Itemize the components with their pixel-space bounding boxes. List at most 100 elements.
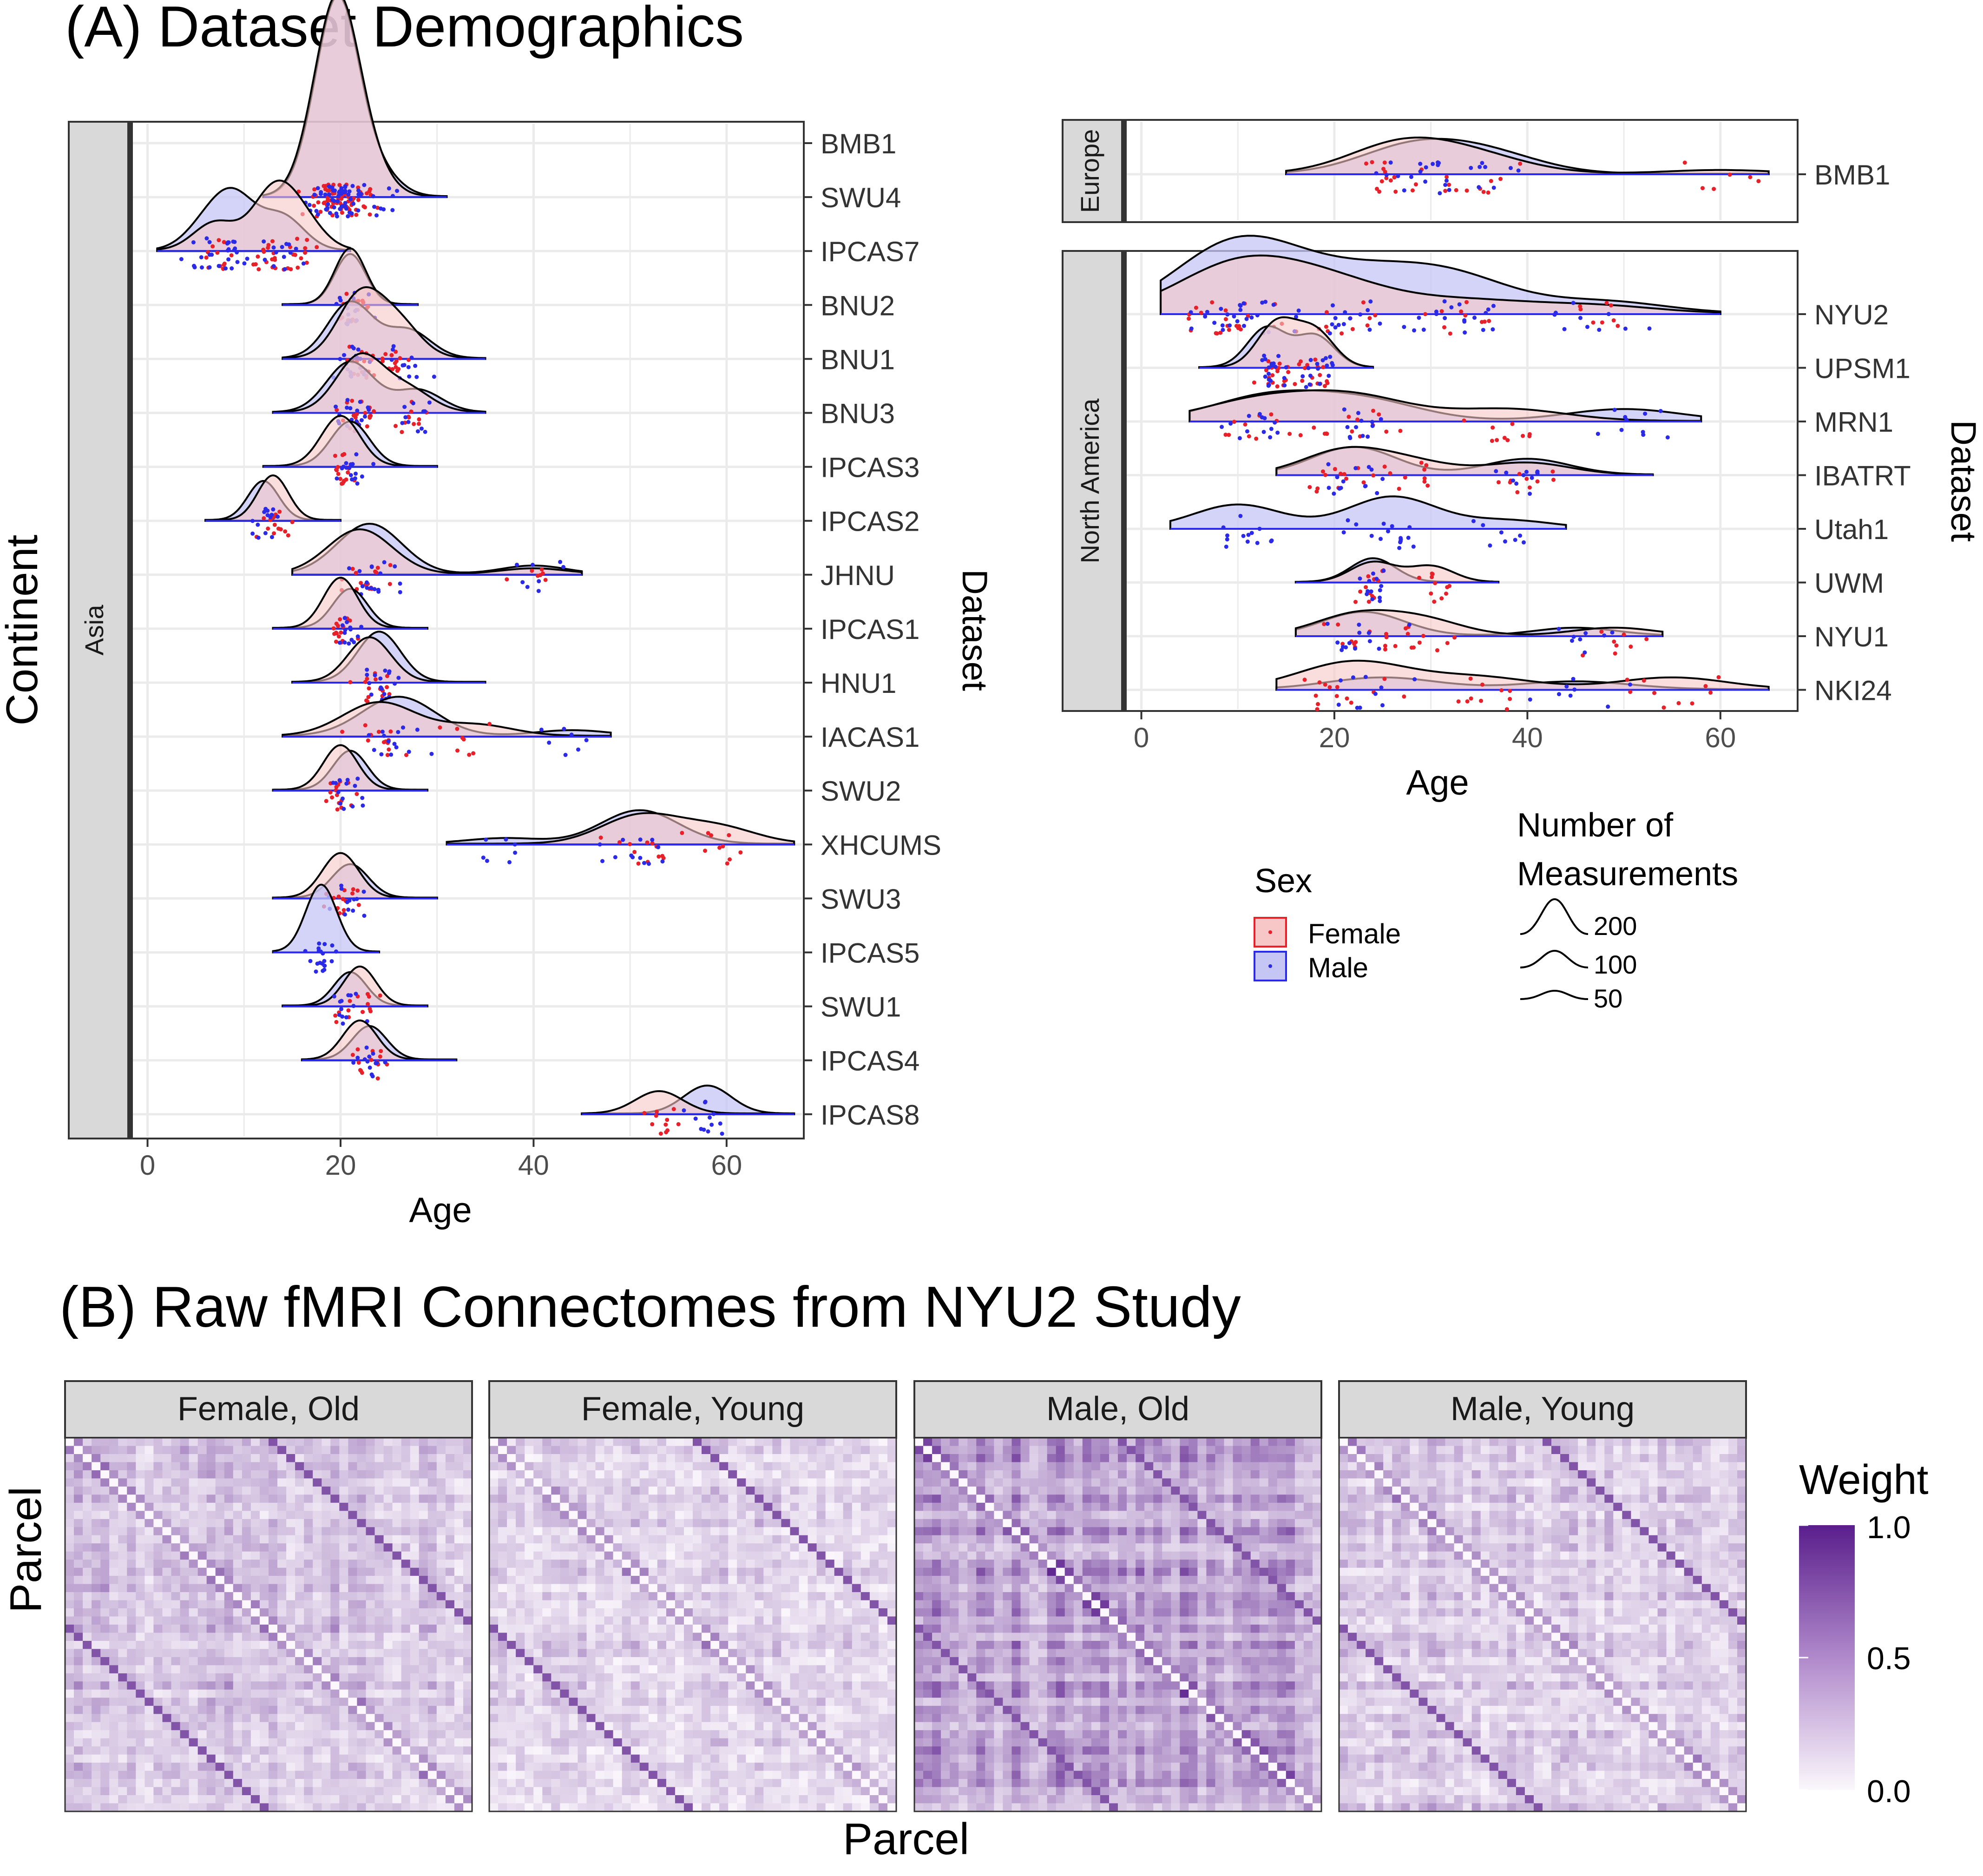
heatmap-cell [710, 1625, 720, 1633]
heatmap-cell [153, 1494, 163, 1503]
data-point [400, 430, 404, 434]
heatmap-cell [171, 1454, 181, 1463]
heatmap-cell [799, 1600, 808, 1609]
heatmap-cell [277, 1616, 287, 1625]
data-point [1247, 434, 1251, 439]
heatmap-cell [666, 1438, 676, 1447]
heatmap-cell [755, 1641, 764, 1650]
data-point [1364, 585, 1368, 590]
ridge-female [156, 179, 351, 252]
heatmap-cell [189, 1584, 198, 1593]
heatmap-cell [781, 1446, 790, 1455]
heatmap-cell [693, 1454, 702, 1463]
heatmap-cell [657, 1454, 667, 1463]
heatmap-cell [860, 1543, 870, 1552]
heatmap-cell [604, 1438, 614, 1447]
data-point [1384, 429, 1389, 434]
data-point [351, 1060, 356, 1065]
data-point [1510, 421, 1515, 426]
heatmap-cell [834, 1600, 844, 1609]
heatmap-cell [622, 1576, 631, 1585]
heatmap-cell [206, 1673, 216, 1682]
heatmap-cell [825, 1486, 835, 1495]
heatmap-cell [233, 1567, 243, 1576]
heatmap-cell [286, 1681, 295, 1690]
heatmap-cell [383, 1689, 393, 1698]
heatmap-cell [675, 1600, 684, 1609]
heatmap-cell [136, 1681, 145, 1690]
data-point [1370, 424, 1375, 428]
heatmap-cell [693, 1592, 702, 1601]
heatmap-cell [374, 1705, 384, 1714]
heatmap-cell [357, 1494, 366, 1503]
heatmap-cell [498, 1625, 507, 1633]
heatmap-cell [383, 1535, 393, 1544]
data-point [1335, 685, 1340, 689]
data-point [706, 831, 710, 836]
heatmap-cell [330, 1681, 340, 1690]
heatmap-cell [374, 1462, 384, 1471]
heatmap-cell [374, 1665, 384, 1674]
data-point [359, 580, 363, 585]
heatmap-cell [295, 1746, 304, 1755]
heatmap-cell [242, 1771, 251, 1779]
data-point [1425, 483, 1430, 488]
heatmap-cell [489, 1486, 499, 1495]
heatmap-cell [224, 1657, 234, 1665]
heatmap-cell [710, 1462, 720, 1471]
heatmap-cell [728, 1616, 737, 1625]
heatmap-cell [763, 1511, 773, 1520]
heatmap-cell [710, 1527, 720, 1536]
heatmap-cell [604, 1592, 614, 1601]
heatmap-cell [269, 1641, 278, 1650]
heatmap-cell [445, 1730, 455, 1739]
heatmap-cell [374, 1535, 384, 1544]
heatmap-cell [639, 1608, 649, 1617]
heatmap-cell [100, 1795, 110, 1804]
heatmap-cell [560, 1470, 569, 1479]
data-point [1528, 492, 1532, 496]
heatmap-cell [719, 1527, 729, 1536]
heatmap-cell [737, 1535, 746, 1544]
heatmap-cell [224, 1705, 234, 1714]
heatmap-cell [666, 1592, 676, 1601]
heatmap-cell [313, 1714, 322, 1723]
data-point [338, 617, 342, 622]
heatmap-cell [206, 1649, 216, 1658]
heatmap-cell [419, 1681, 428, 1690]
heatmap-cell [525, 1584, 534, 1593]
heatmap-cell [189, 1746, 198, 1755]
heatmap-cell [843, 1616, 853, 1625]
data-point [657, 854, 661, 859]
data-point [1481, 523, 1485, 527]
heatmap-cell [118, 1551, 127, 1560]
heatmap-cell [887, 1576, 897, 1585]
data-point [334, 639, 338, 644]
data-point [1596, 432, 1600, 436]
heatmap-cell [215, 1625, 225, 1633]
heatmap-cell [410, 1714, 420, 1723]
heatmap-cell [834, 1551, 844, 1560]
heatmap-cell [313, 1649, 322, 1658]
heatmap-cell [322, 1746, 331, 1755]
heatmap-cell [445, 1738, 455, 1747]
heatmap-cell [100, 1454, 110, 1463]
heatmap-panels: Female, Old Female, Young Male, Old Male, Y… [64, 1380, 1747, 1812]
heatmap-cell [313, 1641, 322, 1650]
heatmap-cell [533, 1478, 543, 1487]
data-point [1363, 484, 1368, 488]
heatmap-cell [445, 1649, 455, 1658]
data-point [378, 206, 383, 211]
data-point [334, 302, 339, 306]
heatmap-cell [445, 1763, 455, 1771]
heatmap-cell [65, 1560, 74, 1568]
heatmap-cell [728, 1535, 737, 1544]
heatmap-cell [410, 1438, 420, 1447]
panel-b-title: (B) Raw fMRI Connectomes from NYU2 Study [59, 1275, 1241, 1339]
heatmap-cell [322, 1665, 331, 1674]
heatmap-cell [100, 1535, 110, 1544]
data-point [391, 344, 396, 349]
data-point [361, 889, 366, 894]
heatmap-cell [763, 1551, 773, 1560]
data-point [1219, 307, 1223, 311]
